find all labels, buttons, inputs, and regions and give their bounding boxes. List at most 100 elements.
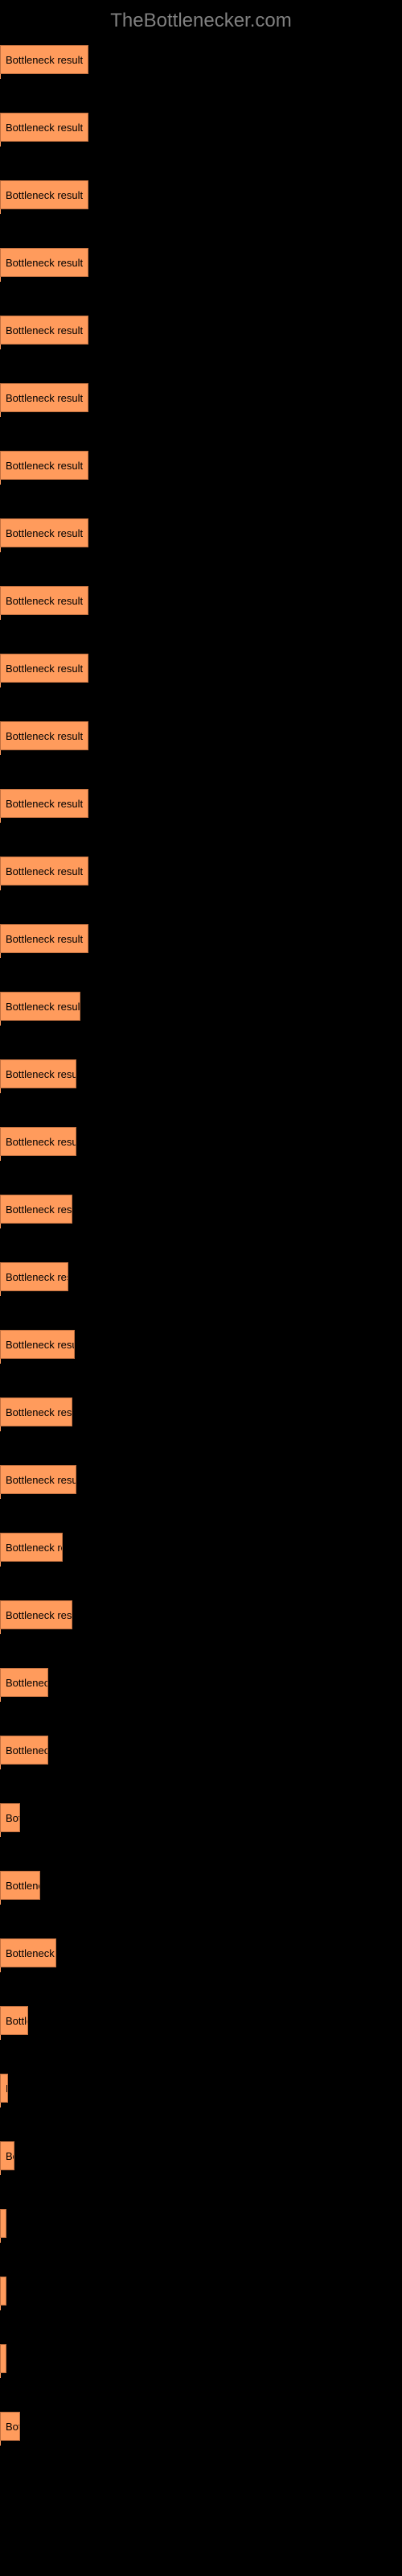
- tick-mark: [0, 1088, 1, 1093]
- bar-label: Bottleneck result: [6, 1880, 40, 1892]
- bar-label: Bottleneck result: [6, 54, 83, 66]
- chart-bar: Bottleneck result: [0, 1803, 20, 1832]
- chart-bar: Bottleneck result: [0, 2277, 6, 2306]
- tick-mark: [0, 1021, 1, 1026]
- tick-mark: [0, 2306, 1, 2310]
- bar-row: Bottleneck result: [0, 1059, 402, 1088]
- bar-label: Bottleneck result: [6, 663, 83, 675]
- chart-bar: Bottleneck result: [0, 2006, 28, 2035]
- bar-row: Bottleneck result: [0, 1668, 402, 1697]
- chart-bar: Bottleneck result: [0, 586, 88, 615]
- bar-label: Bottleneck result: [6, 1947, 56, 1959]
- tick-mark: [0, 1291, 1, 1296]
- bar-row: Bottleneck result: [0, 1397, 402, 1426]
- tick-mark: [0, 277, 1, 282]
- bar-row: Bottleneck result: [0, 2277, 402, 2306]
- tick-mark: [0, 1967, 1, 1972]
- bar-chart: Bottleneck result Bottleneck result Bottle…: [0, 39, 402, 2463]
- tick-mark: [0, 1629, 1, 1634]
- bar-label: Bottleneck result: [6, 1339, 75, 1351]
- chart-bar: Bottleneck result: [0, 113, 88, 142]
- bar-label: Bottleneck result: [6, 730, 83, 742]
- tick-mark: [0, 2441, 1, 2446]
- bar-label: Bottleneck result: [6, 392, 83, 404]
- bar-label: Bottleneck result: [6, 189, 83, 201]
- tick-mark: [0, 1832, 1, 1837]
- bar-row: Bottleneck result: [0, 248, 402, 277]
- tick-mark: [0, 2103, 1, 2107]
- bar-label: Bottleneck result: [6, 257, 83, 269]
- bar-label: Bottleneck result: [6, 122, 83, 134]
- tick-mark: [0, 1426, 1, 1431]
- chart-bar: Bottleneck result: [0, 1533, 63, 1562]
- bar-row: Bottleneck result: [0, 518, 402, 547]
- bar-label: Bottleneck result: [6, 798, 83, 810]
- chart-bar: Bottleneck result: [0, 1127, 76, 1156]
- bar-label: Bottleneck result: [6, 1271, 68, 1283]
- bar-label: Bottleneck result: [6, 1136, 76, 1148]
- chart-bar: Bottleneck result: [0, 1871, 40, 1900]
- bar-row: Bottleneck result: [0, 1262, 402, 1291]
- bar-label: Bottleneck result: [6, 1677, 48, 1689]
- chart-bar: Bottleneck result: [0, 2141, 14, 2170]
- chart-bar: Bottleneck result: [0, 1600, 72, 1629]
- bar-row: Bottleneck result: [0, 1938, 402, 1967]
- tick-mark: [0, 2373, 1, 2378]
- bar-label: Bottleneck result: [6, 527, 83, 539]
- chart-bar: Bottleneck result: [0, 1668, 48, 1697]
- chart-bar: Bottleneck result: [0, 248, 88, 277]
- bar-row: Bottleneck result: [0, 1195, 402, 1224]
- bar-row: Bottleneck result: [0, 1465, 402, 1494]
- bar-row: Bottleneck result: [0, 654, 402, 683]
- tick-mark: [0, 2238, 1, 2243]
- bar-row: Bottleneck result: [0, 45, 402, 74]
- chart-bar: Bottleneck result: [0, 518, 88, 547]
- bar-label: Bottleneck result: [6, 595, 83, 607]
- chart-bar: Bottleneck result: [0, 721, 88, 750]
- bar-row: Bottleneck result: [0, 1600, 402, 1629]
- chart-bar: Bottleneck result: [0, 383, 88, 412]
- tick-mark: [0, 1359, 1, 1364]
- bar-row: Bottleneck result: [0, 721, 402, 750]
- tick-mark: [0, 480, 1, 485]
- tick-mark: [0, 1900, 1, 1905]
- bar-row: Bottleneck result: [0, 2209, 402, 2238]
- tick-mark: [0, 1156, 1, 1161]
- bar-row: Bottleneck result: [0, 383, 402, 412]
- tick-mark: [0, 953, 1, 958]
- chart-bar: Bottleneck result: [0, 1330, 75, 1359]
- bar-row: Bottleneck result: [0, 1736, 402, 1765]
- tick-mark: [0, 886, 1, 890]
- tick-mark: [0, 2170, 1, 2175]
- tick-mark: [0, 412, 1, 417]
- bar-row: Bottleneck result: [0, 586, 402, 615]
- chart-bar: Bottleneck result: [0, 45, 88, 74]
- page-title: TheBottlenecker.com: [110, 10, 291, 31]
- bar-row: Bottleneck result: [0, 1330, 402, 1359]
- bar-label: Bottleneck result: [6, 1609, 72, 1621]
- tick-mark: [0, 1224, 1, 1228]
- chart-bar: Bottleneck result: [0, 1262, 68, 1291]
- bar-row: Bottleneck result: [0, 924, 402, 953]
- bar-label: Bottleneck result: [6, 1203, 72, 1216]
- bar-row: Bottleneck result: [0, 180, 402, 209]
- chart-bar: Bottleneck result: [0, 1397, 72, 1426]
- bar-label: Bottleneck result: [6, 1812, 20, 1824]
- tick-mark: [0, 615, 1, 620]
- chart-bar: Bottleneck result: [0, 316, 88, 345]
- bar-row: Bottleneck result: [0, 2412, 402, 2441]
- chart-bar: Bottleneck result: [0, 1059, 76, 1088]
- tick-mark: [0, 1697, 1, 1702]
- bar-label: Bottleneck result: [6, 865, 83, 877]
- bar-row: Bottleneck result: [0, 2074, 402, 2103]
- tick-mark: [0, 74, 1, 79]
- bar-row: Bottleneck result: [0, 2344, 402, 2373]
- tick-mark: [0, 683, 1, 687]
- bar-label: Bottleneck result: [6, 1542, 63, 1554]
- bar-label: Bottleneck result: [6, 933, 83, 945]
- chart-bar: Bottleneck result: [0, 451, 88, 480]
- bar-row: Bottleneck result: [0, 789, 402, 818]
- bar-label: Bottleneck result: [6, 1474, 76, 1486]
- bar-row: Bottleneck result: [0, 857, 402, 886]
- tick-mark: [0, 2035, 1, 2040]
